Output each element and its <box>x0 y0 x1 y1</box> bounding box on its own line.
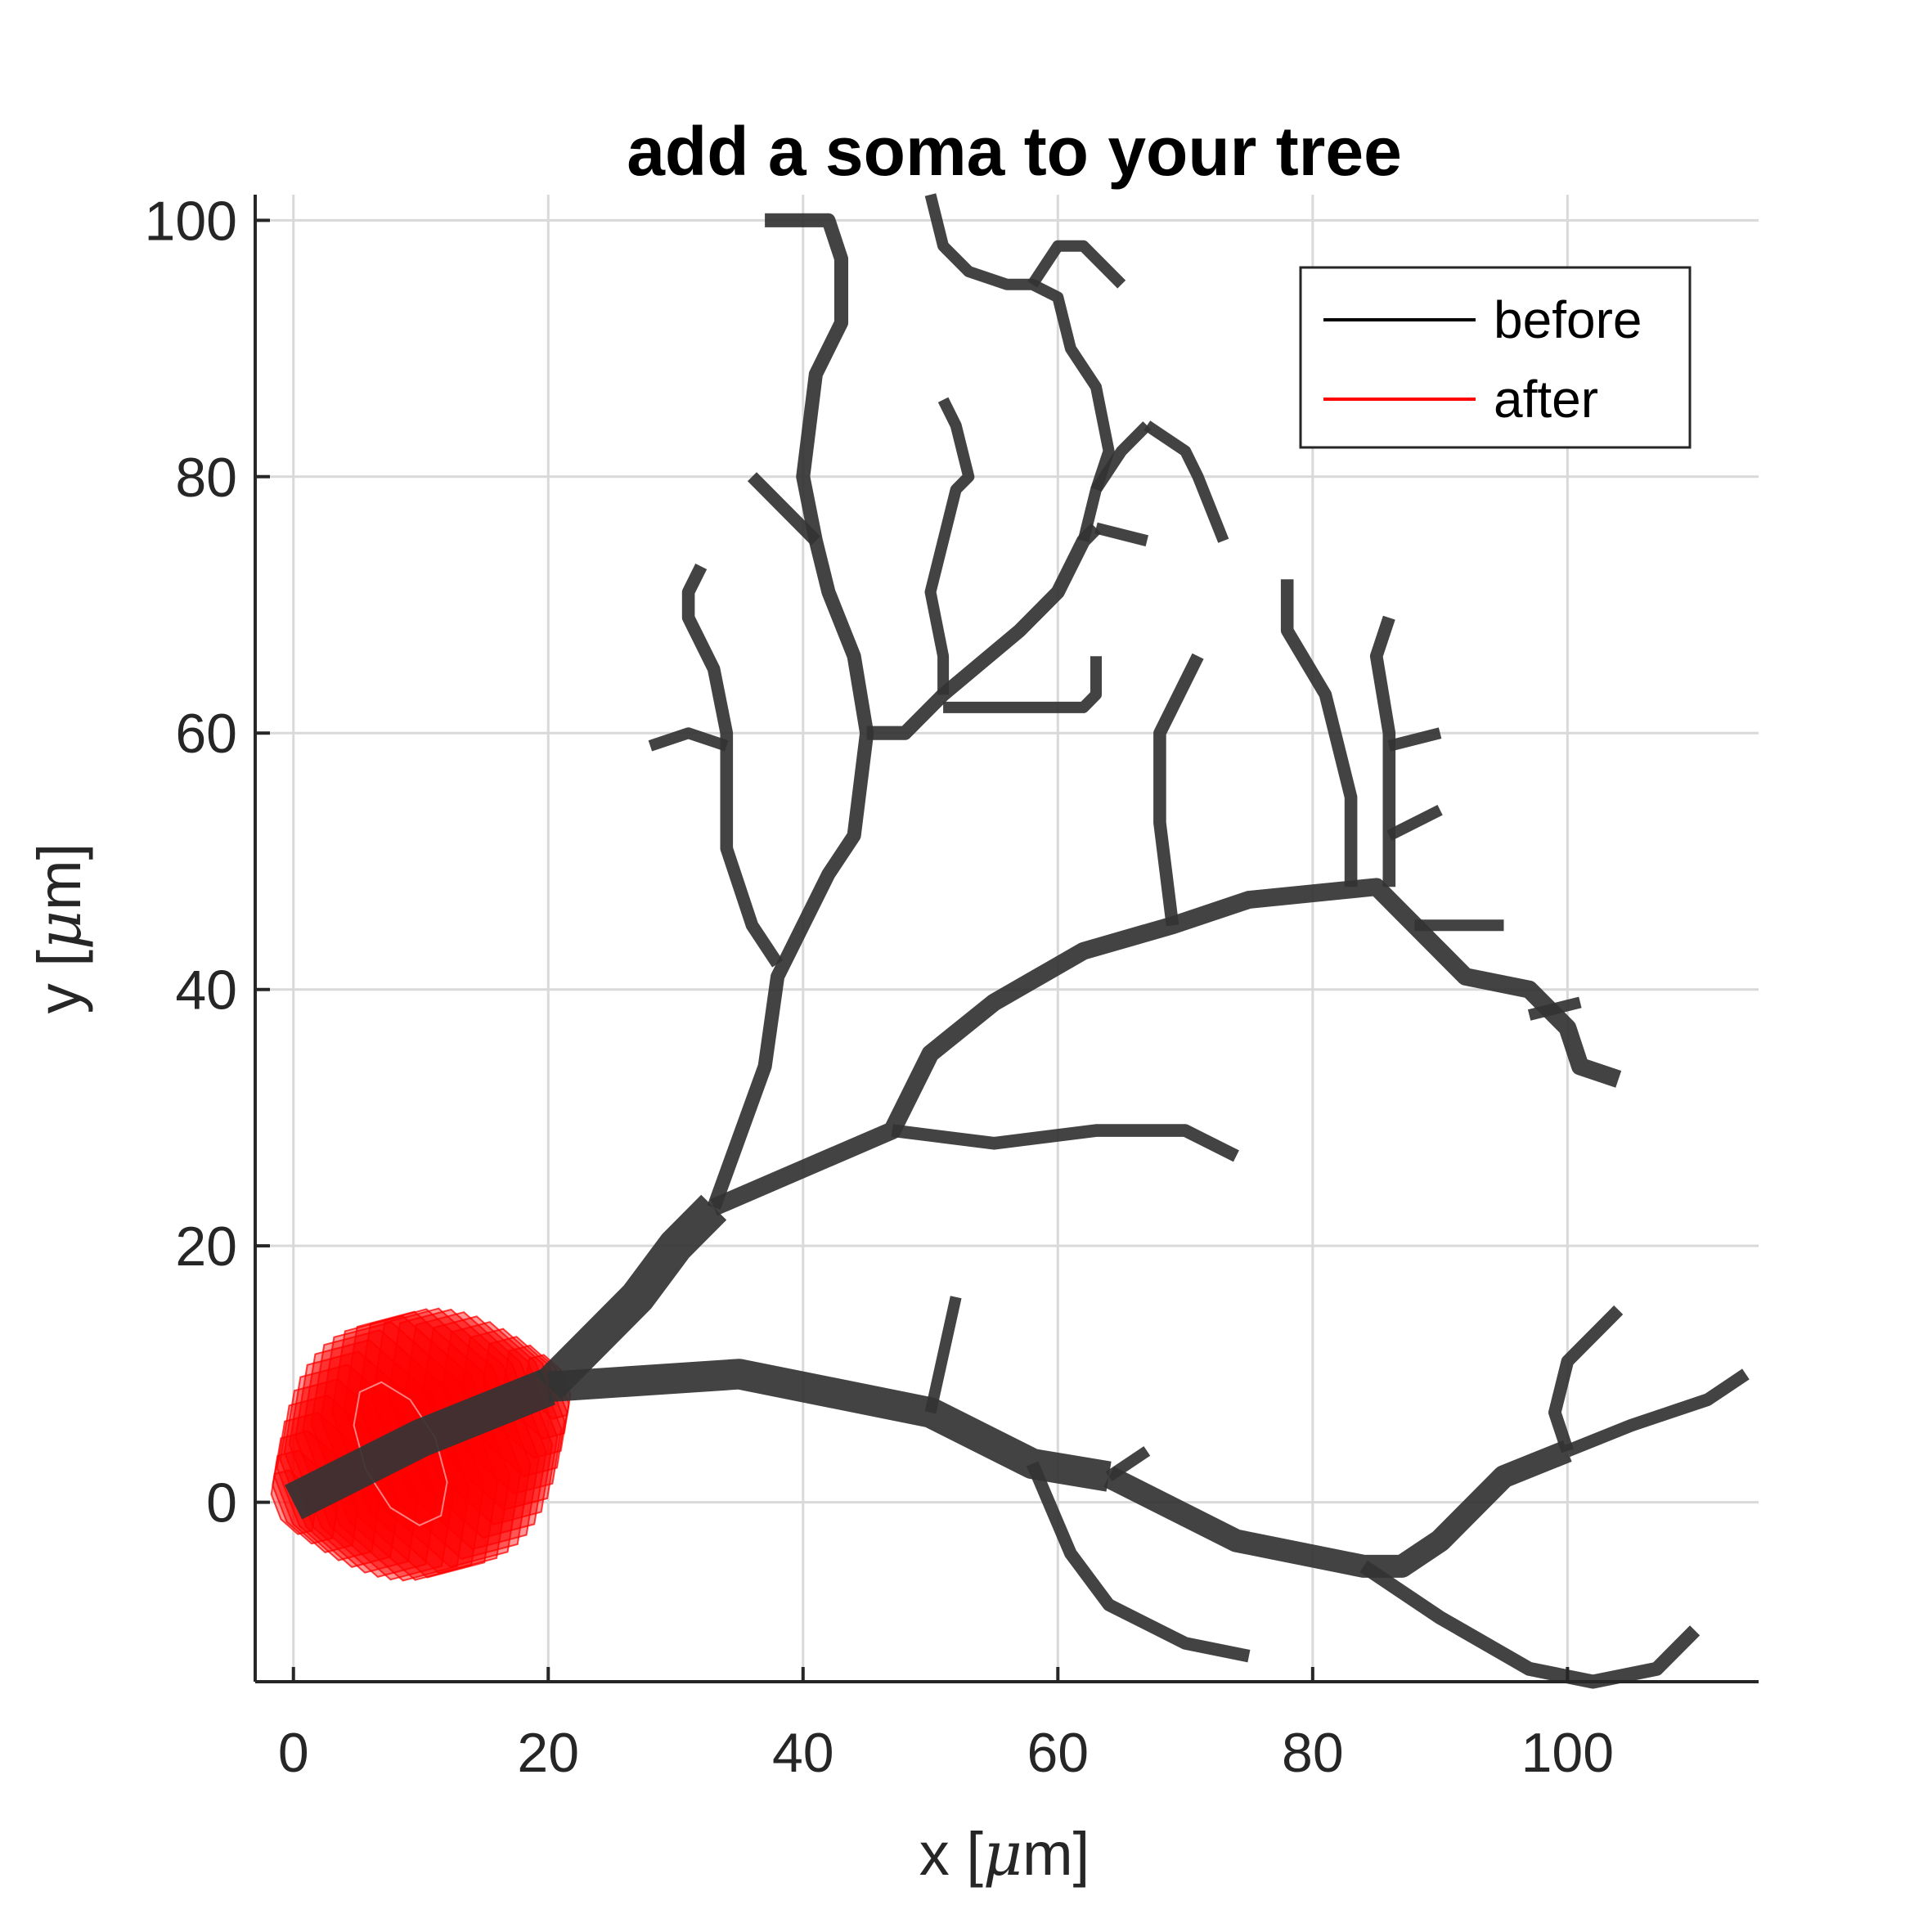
y-tick-label: 60 <box>175 703 237 765</box>
legend-box <box>1299 266 1692 449</box>
tree-branch <box>747 472 820 546</box>
x-tick-label: 80 <box>1282 1722 1344 1784</box>
tree-branch <box>1280 579 1358 887</box>
y-tick-label: 40 <box>175 959 237 1022</box>
tree-branch <box>285 1368 556 1520</box>
before-tree-series <box>285 193 1750 1689</box>
x-axis-label: x [μm] <box>919 1819 1090 1889</box>
y-axis-label: y [μm] <box>25 843 95 1013</box>
tree-branch <box>1153 653 1204 927</box>
tree-branch <box>1386 805 1443 841</box>
tree-branch <box>1369 615 1396 887</box>
tree-branch <box>1103 1440 1572 1578</box>
x-tick-label: 60 <box>1027 1722 1089 1784</box>
tree-branch <box>681 564 784 968</box>
tree-branch <box>1359 1560 1701 1689</box>
x-tick-label: 100 <box>1521 1722 1614 1784</box>
tree-branch <box>943 656 1102 713</box>
tree-branch <box>547 1359 1112 1492</box>
tree-branch <box>924 193 1115 492</box>
y-tick-label: 100 <box>145 190 237 252</box>
tree-branch <box>1094 522 1149 546</box>
tree-branch <box>1527 996 1582 1021</box>
tree-branch <box>648 727 729 752</box>
legend-label-after: after <box>1494 370 1598 429</box>
tree-branch <box>535 1194 727 1400</box>
tree-branch <box>1105 1446 1151 1482</box>
tree-branch <box>1077 421 1152 542</box>
tree-branch <box>707 213 874 1211</box>
tree-branch <box>1027 1461 1251 1663</box>
tree-branch <box>710 878 1622 1216</box>
tree-branch <box>1548 1305 1624 1453</box>
x-tick-label: 20 <box>517 1722 579 1784</box>
tree-branch <box>1143 420 1229 543</box>
x-tick-label: 0 <box>278 1722 309 1784</box>
x-tick-label: 40 <box>772 1722 834 1784</box>
legend-label-before: before <box>1494 290 1642 349</box>
tree-branch <box>1387 727 1442 752</box>
legend: before after <box>1299 266 1692 449</box>
chart-title: add a soma to your tree <box>627 113 1402 190</box>
tree-branch <box>924 1296 962 1414</box>
tree-branch <box>891 1124 1239 1162</box>
tree-branch <box>1565 1368 1750 1458</box>
y-tick-label: 0 <box>206 1472 237 1534</box>
tree-branch <box>924 397 975 695</box>
y-tick-label: 80 <box>175 447 237 509</box>
y-tick-label: 20 <box>175 1215 237 1278</box>
axes: 0 20 40 60 80 100 0 20 40 60 80 100 <box>145 190 1759 1784</box>
tree-branch <box>1027 240 1126 289</box>
